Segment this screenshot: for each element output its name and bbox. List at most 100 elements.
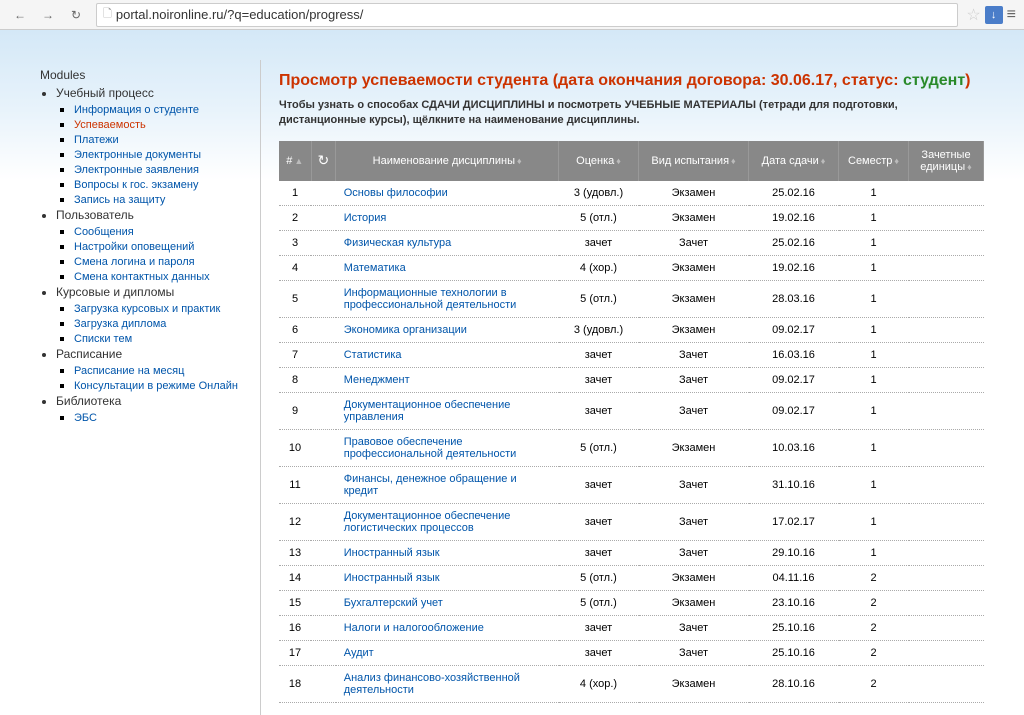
discipline-link[interactable]: Экономика организации [344, 324, 467, 336]
discipline-link[interactable]: Документационное обеспечение логистическ… [344, 510, 511, 534]
cell-sem: 2 [839, 590, 909, 615]
cell-name: Статистика [336, 342, 559, 367]
cell-name: Физическая культура [336, 230, 559, 255]
sidebar-link[interactable]: Электронные заявления [74, 164, 199, 176]
cell-sem: 1 [839, 181, 909, 206]
sidebar-link[interactable]: Платежи [74, 134, 119, 146]
cell-name: Экономика организации [336, 317, 559, 342]
sidebar-link[interactable]: Успеваемость [74, 119, 146, 131]
cell-sem: 1 [839, 367, 909, 392]
col-sem[interactable]: Семестр♦ [839, 141, 909, 181]
sidebar-link[interactable]: Смена контактных данных [74, 271, 210, 283]
col-grade[interactable]: Оценка♦ [559, 141, 639, 181]
discipline-link[interactable]: Иностранный язык [344, 547, 440, 559]
discipline-link[interactable]: Основы философии [344, 187, 448, 199]
table-row: 12Документационное обеспечение логистиче… [279, 503, 984, 540]
sidebar-section: Расписание [56, 347, 240, 361]
cell-credits [909, 615, 984, 640]
sidebar-link[interactable]: Электронные документы [74, 149, 201, 161]
cell-status [311, 255, 336, 280]
col-date[interactable]: Дата сдачи♦ [749, 141, 839, 181]
discipline-link[interactable]: Анализ финансово-хозяйственной деятельно… [344, 672, 520, 696]
sidebar-link[interactable]: Вопросы к гос. экзамену [74, 179, 198, 191]
sidebar-link[interactable]: Расписание на месяц [74, 365, 184, 377]
cell-num: 7 [279, 342, 311, 367]
cell-status [311, 367, 336, 392]
cell-type: Экзамен [639, 317, 749, 342]
sidebar-link[interactable]: Настройки оповещений [74, 241, 194, 253]
table-row: 17АудитзачетЗачет25.10.162 [279, 640, 984, 665]
download-icon[interactable]: ↓ [985, 6, 1003, 24]
cell-name: Бухгалтерский учет [336, 590, 559, 615]
cell-date: 04.11.16 [749, 565, 839, 590]
cell-type: Зачет [639, 342, 749, 367]
sidebar-link[interactable]: Консультации в режиме Онлайн [74, 380, 238, 392]
back-button[interactable]: ← [8, 3, 32, 27]
cell-status [311, 342, 336, 367]
discipline-link[interactable]: Иностранный язык [344, 572, 440, 584]
sidebar-link[interactable]: Загрузка диплома [74, 318, 166, 330]
col-credits[interactable]: Зачетные единицы♦ [909, 141, 984, 181]
sidebar-link[interactable]: Запись на защиту [74, 194, 165, 206]
menu-icon[interactable]: ≡ [1007, 6, 1016, 24]
cell-grade: зачет [559, 540, 639, 565]
col-status[interactable]: ↻ [311, 141, 336, 181]
discipline-link[interactable]: Статистика [344, 349, 402, 361]
sidebar-link[interactable]: Информация о студенте [74, 104, 199, 116]
sidebar-link[interactable]: Смена логина и пароля [74, 256, 195, 268]
col-num[interactable]: #▲ [279, 141, 311, 181]
bookmark-icon[interactable]: ☆ [966, 5, 980, 25]
discipline-link[interactable]: Физическая культура [344, 237, 452, 249]
sidebar-link[interactable]: Сообщения [74, 226, 134, 238]
cell-name: Налоги и налогообложение [336, 615, 559, 640]
sidebar-link[interactable]: ЭБС [74, 412, 97, 424]
discipline-link[interactable]: Налоги и налогообложение [344, 622, 484, 634]
forward-button[interactable]: → [36, 3, 60, 27]
cell-grade: 4 (хор.) [559, 665, 639, 702]
discipline-link[interactable]: Правовое обеспечение профессиональной де… [344, 436, 517, 460]
table-row: 2История5 (отл.)Экзамен19.02.161 [279, 205, 984, 230]
discipline-link[interactable]: Документационное обеспечение управления [344, 399, 511, 423]
cell-grade: 5 (отл.) [559, 205, 639, 230]
table-row: 6Экономика организации3 (удовл.)Экзамен0… [279, 317, 984, 342]
col-type[interactable]: Вид испытания♦ [639, 141, 749, 181]
cell-status [311, 665, 336, 702]
cell-sem: 2 [839, 640, 909, 665]
discipline-link[interactable]: История [344, 212, 387, 224]
sidebar-link[interactable]: Загрузка курсовых и практик [74, 303, 220, 315]
cell-date: 25.02.16 [749, 230, 839, 255]
cell-credits [909, 665, 984, 702]
cell-name: Информационные технологии в профессионал… [336, 280, 559, 317]
discipline-link[interactable]: Финансы, денежное обращение и кредит [344, 473, 517, 497]
cell-status [311, 280, 336, 317]
cell-sem: 1 [839, 503, 909, 540]
discipline-link[interactable]: Информационные технологии в профессионал… [344, 287, 517, 311]
cell-num: 1 [279, 181, 311, 206]
discipline-link[interactable]: Математика [344, 262, 406, 274]
cell-date: 19.02.16 [749, 205, 839, 230]
cell-name: Иностранный язык [336, 540, 559, 565]
cell-credits [909, 181, 984, 206]
cell-date: 09.02.17 [749, 317, 839, 342]
cell-type: Экзамен [639, 205, 749, 230]
cell-type: Зачет [639, 392, 749, 429]
cell-credits [909, 317, 984, 342]
cell-date: 09.02.17 [749, 367, 839, 392]
sidebar-link[interactable]: Списки тем [74, 333, 132, 345]
url-bar[interactable]: 🗋 portal.noironline.ru/?q=education/prog… [96, 3, 958, 27]
reload-button[interactable]: ↻ [64, 3, 88, 27]
col-name[interactable]: Наименование дисциплины♦ [336, 141, 559, 181]
cell-grade: зачет [559, 392, 639, 429]
discipline-link[interactable]: Бухгалтерский учет [344, 597, 443, 609]
cell-num: 17 [279, 640, 311, 665]
cell-grade: 3 (удовл.) [559, 317, 639, 342]
discipline-link[interactable]: Аудит [344, 647, 374, 659]
discipline-link[interactable]: Менеджмент [344, 374, 410, 386]
sidebar-section: Курсовые и дипломы [56, 285, 240, 299]
cell-num: 10 [279, 429, 311, 466]
cell-date: 17.02.17 [749, 503, 839, 540]
sidebar: Modules Учебный процессИнформация о студ… [40, 60, 240, 715]
table-row: 8МенеджментзачетЗачет09.02.171 [279, 367, 984, 392]
cell-credits [909, 230, 984, 255]
cell-type: Зачет [639, 615, 749, 640]
